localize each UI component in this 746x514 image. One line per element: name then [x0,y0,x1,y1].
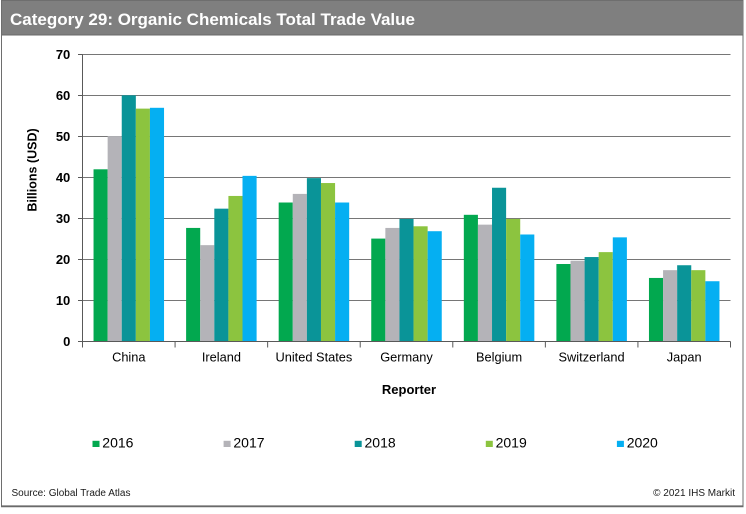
svg-text:2019: 2019 [496,434,527,450]
svg-text:20: 20 [56,252,70,267]
svg-text:Switzerland: Switzerland [559,349,625,364]
svg-text:2017: 2017 [233,434,264,450]
svg-text:2016: 2016 [102,434,133,450]
svg-text:Reporter: Reporter [382,382,436,397]
svg-text:2018: 2018 [365,434,396,450]
svg-text:Source: Global Trade Atlas: Source: Global Trade Atlas [12,488,131,499]
svg-text:Germany: Germany [380,349,433,364]
svg-text:Ireland: Ireland [202,349,241,364]
svg-text:Japan: Japan [667,349,702,364]
svg-text:China: China [112,349,146,364]
svg-text:2020: 2020 [627,434,658,450]
svg-text:Belgium: Belgium [476,349,522,364]
svg-text:70: 70 [56,47,70,62]
svg-text:10: 10 [56,293,70,308]
svg-text:© 2021 IHS Markit: © 2021 IHS Markit [653,488,735,499]
svg-text:30: 30 [56,211,70,226]
svg-text:40: 40 [56,170,70,185]
svg-text:0: 0 [63,334,70,349]
svg-text:60: 60 [56,88,70,103]
svg-text:Category 29: Organic Chemicals: Category 29: Organic Chemicals Total Tra… [10,10,415,29]
svg-text:United States: United States [275,349,352,364]
svg-text:Billions (USD): Billions (USD) [26,128,40,211]
svg-text:50: 50 [56,129,70,144]
